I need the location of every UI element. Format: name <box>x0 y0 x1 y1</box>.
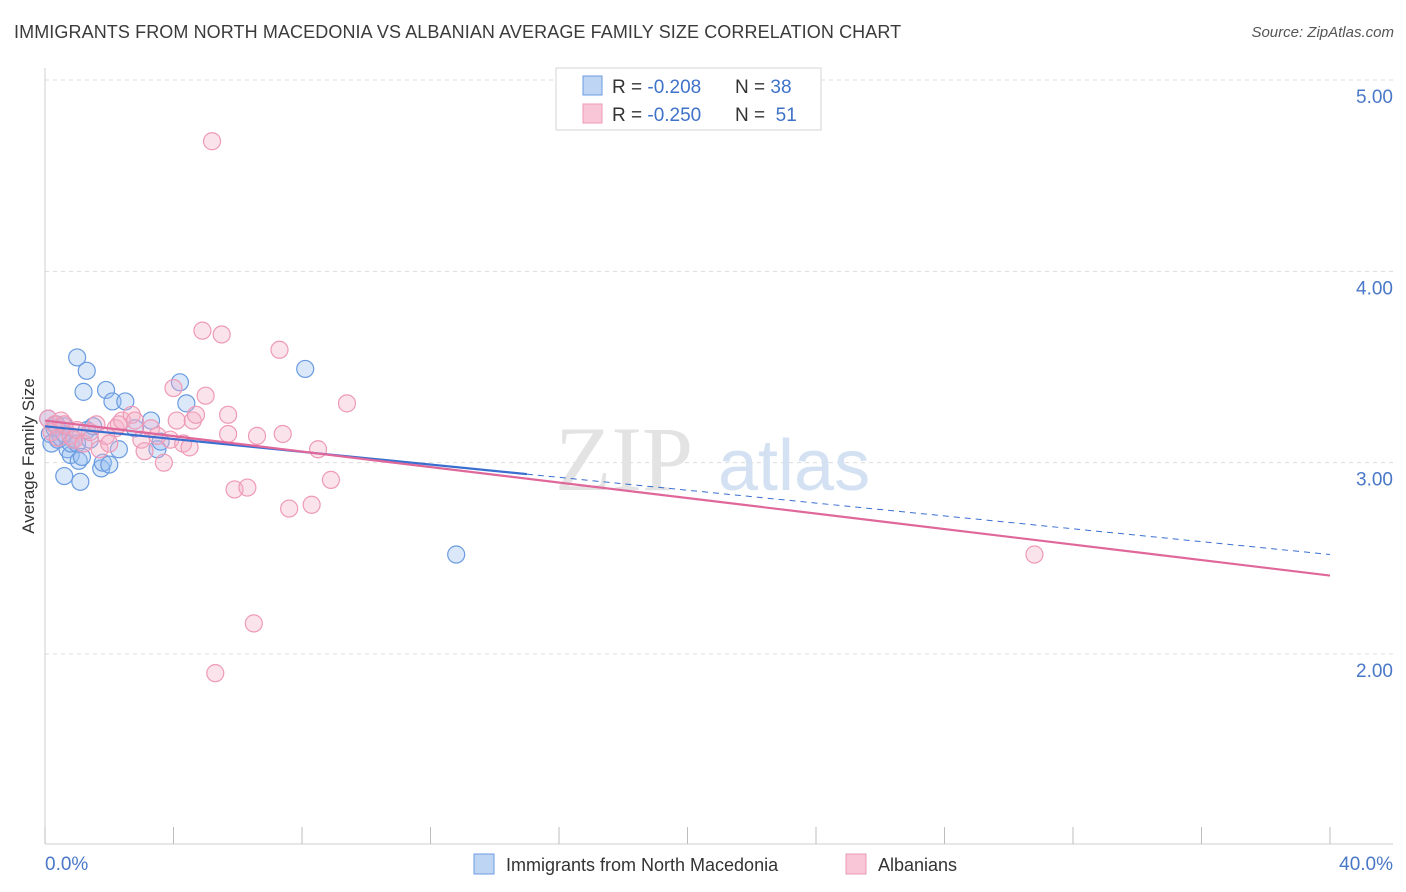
point-pink-30 <box>183 411 202 430</box>
legend-swatch-pink <box>582 103 603 124</box>
point-pink-50 <box>1025 545 1044 564</box>
svg-text:N = 51: N = 51 <box>735 105 797 126</box>
legend-n-pink: 51 <box>770 105 796 126</box>
point-pink-26 <box>164 378 183 398</box>
stats-legend: R = -0.208 N = 38 R = -0.250 N = 51 <box>555 67 822 131</box>
source-label: Source: ZipAtlas.com <box>1251 24 1394 41</box>
point-blue-32 <box>141 411 161 430</box>
x-tick-label-0: 0.0% <box>45 854 88 875</box>
point-blue-20 <box>77 361 96 380</box>
point-blue-38 <box>447 545 466 564</box>
legend-r-pink: -0.250 <box>647 105 701 126</box>
point-pink-43 <box>280 499 299 518</box>
point-blue-19 <box>74 382 93 401</box>
data-points <box>39 132 1044 683</box>
y-tick-label-1: 3.00 <box>1356 470 1393 491</box>
watermark-zip: ZIP <box>555 408 693 510</box>
legend-n-label-blue: N = <box>735 77 770 98</box>
trend-line-blue-extension <box>526 473 1331 556</box>
point-pink-9 <box>74 434 93 453</box>
watermark: ZIP atlas <box>555 408 870 510</box>
y-tick-label-2: 4.00 <box>1356 278 1393 299</box>
point-blue-18 <box>72 447 92 467</box>
point-pink-35 <box>212 325 231 344</box>
x-tick-label-1: 40.0% <box>1339 854 1393 875</box>
series-legend: Immigrants from North Macedonia Albanian… <box>473 853 957 875</box>
y-tick-label-0: 2.00 <box>1356 661 1393 682</box>
point-blue-14 <box>68 348 87 367</box>
point-pink-46 <box>321 470 341 489</box>
point-pink-47 <box>337 394 357 413</box>
point-blue-29 <box>109 440 128 459</box>
point-pink-48 <box>244 614 263 633</box>
point-pink-49 <box>206 664 225 683</box>
point-pink-14 <box>100 434 119 453</box>
point-pink-34 <box>202 132 222 151</box>
series-swatch-blue <box>473 853 495 875</box>
legend-n-label-pink: N = <box>735 105 770 126</box>
y-axis-title: Average Family Size <box>19 378 38 534</box>
point-pink-24 <box>154 453 173 472</box>
point-pink-40 <box>247 426 267 445</box>
y-tick-label-3: 5.00 <box>1356 87 1393 108</box>
point-pink-33 <box>196 386 215 405</box>
legend-r-label-pink: R = <box>612 105 647 126</box>
tick-labels: 2.00 3.00 4.00 5.00 0.0% 40.0% <box>45 87 1393 875</box>
axes <box>44 68 1393 845</box>
legend-r-blue: -0.208 <box>647 77 701 98</box>
point-pink-44 <box>302 495 321 514</box>
legend-row-blue: R = -0.208 <box>612 77 701 98</box>
point-blue-28 <box>103 392 122 411</box>
point-pink-42 <box>273 424 292 444</box>
point-pink-27 <box>167 411 186 430</box>
svg-text:N = 38: N = 38 <box>735 77 792 98</box>
legend-n-blue: 38 <box>770 77 791 98</box>
point-blue-26 <box>96 380 116 400</box>
point-pink-32 <box>193 321 212 340</box>
point-blue-37 <box>296 359 315 379</box>
watermark-atlas: atlas <box>718 426 870 506</box>
point-blue-9 <box>55 466 74 486</box>
series-label-blue: Immigrants from North Macedonia <box>506 855 779 875</box>
grid <box>45 79 1393 655</box>
legend-r-label-blue: R = <box>612 77 647 98</box>
point-pink-39 <box>238 478 257 497</box>
series-label-pink: Albanians <box>878 855 957 875</box>
point-pink-36 <box>219 405 238 424</box>
series-swatch-pink <box>845 853 867 875</box>
point-blue-27 <box>100 455 119 474</box>
point-pink-41 <box>270 340 289 359</box>
point-pink-18 <box>122 405 141 424</box>
point-pink-19 <box>125 411 145 430</box>
trend-line-pink <box>44 419 1331 577</box>
trend-lines <box>44 419 1331 577</box>
point-blue-25 <box>93 453 112 472</box>
chart-title: IMMIGRANTS FROM NORTH MACEDONIA VS ALBAN… <box>14 22 902 42</box>
point-pink-37 <box>219 424 238 444</box>
legend-row-pink: R = -0.250 <box>612 105 701 126</box>
point-pink-7 <box>64 430 84 449</box>
point-pink-31 <box>186 405 206 424</box>
point-blue-17 <box>71 472 90 491</box>
point-pink-21 <box>135 442 154 461</box>
legend-swatch-blue <box>582 75 603 96</box>
